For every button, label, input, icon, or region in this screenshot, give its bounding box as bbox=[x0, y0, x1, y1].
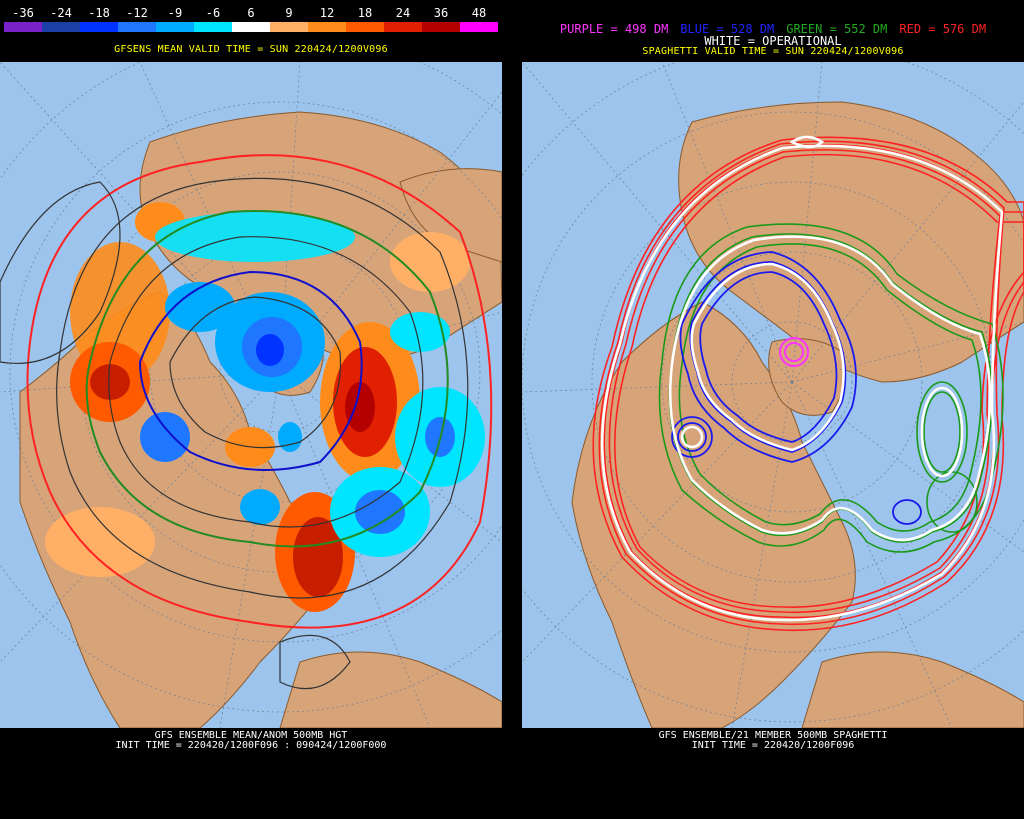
ensemble-mean-panel: -36 -24 -18 -12 -9 -6 6 9 12 18 24 36 48 GFSENS MEAN… bbox=[0, 0, 502, 819]
scale-labels: -36 -24 -18 -12 -9 -6 6 9 12 18 24 36 48 bbox=[4, 6, 498, 20]
legend-item: BLUE = 528 DM bbox=[680, 22, 775, 36]
scale-label: -36 bbox=[12, 6, 34, 20]
scale-label: -24 bbox=[50, 6, 72, 20]
green-552-contours bbox=[658, 223, 1004, 553]
right-valid-time: SPAGHETTI VALID TIME = SUN 220424/1200V0… bbox=[642, 46, 904, 57]
legend-item: GREEN = 552 DM bbox=[786, 22, 888, 36]
scale-label: 12 bbox=[319, 6, 335, 20]
scale-segment bbox=[346, 22, 384, 32]
left-footer-title: GFS ENSEMBLE MEAN/ANOM 500MB HGT bbox=[154, 730, 348, 741]
right-map-svg bbox=[522, 62, 1024, 728]
operational-legend: WHITE = OPERATIONAL bbox=[704, 34, 842, 48]
right-map bbox=[522, 62, 1024, 728]
purple-498-contours bbox=[779, 337, 809, 367]
left-valid-time: GFSENS MEAN VALID TIME = SUN 220424/1200… bbox=[114, 44, 388, 55]
scale-label: 36 bbox=[433, 6, 449, 20]
right-footer-title: GFS ENSEMBLE/21 MEMBER 500MB SPAGHETTI bbox=[658, 730, 888, 741]
scale-label: -6 bbox=[205, 6, 221, 20]
left-map bbox=[0, 62, 502, 728]
scale-bar bbox=[4, 22, 498, 32]
scale-segment bbox=[156, 22, 194, 32]
scale-label: 9 bbox=[285, 6, 293, 20]
left-footer-init: INIT TIME = 220420/1200F096 : 090424/120… bbox=[115, 740, 387, 751]
scale-segment bbox=[308, 22, 346, 32]
scale-segment bbox=[422, 22, 460, 32]
blue-528-contours bbox=[671, 251, 922, 525]
scale-segment bbox=[270, 22, 308, 32]
contour-legend: PURPLE = 498 DM BLUE = 528 DM GREEN = 552 … bbox=[522, 22, 1024, 36]
left-map-svg bbox=[0, 62, 502, 728]
negative-anomalies bbox=[140, 212, 485, 557]
scale-label: 6 bbox=[247, 6, 255, 20]
legend-item: PURPLE = 498 DM bbox=[559, 22, 669, 36]
scale-label: 24 bbox=[395, 6, 411, 20]
scale-segment bbox=[194, 22, 232, 32]
operational-contours bbox=[600, 135, 1004, 622]
scale-label: -12 bbox=[126, 6, 148, 20]
scale-segment bbox=[4, 22, 42, 32]
scale-label: -18 bbox=[88, 6, 110, 20]
scale-segment bbox=[384, 22, 422, 32]
scale-segment bbox=[118, 22, 156, 32]
spaghetti-panel: PURPLE = 498 DM BLUE = 528 DM GREEN = 552 … bbox=[522, 0, 1024, 819]
scale-label: 48 bbox=[471, 6, 487, 20]
scale-segment bbox=[460, 22, 498, 32]
anomaly-color-scale: -36 -24 -18 -12 -9 -6 6 9 12 18 24 36 48 bbox=[4, 6, 498, 36]
scale-label: 18 bbox=[357, 6, 373, 20]
scale-segment bbox=[232, 22, 270, 32]
height-contours bbox=[0, 154, 493, 690]
scale-segment bbox=[80, 22, 118, 32]
legend-item: RED = 576 DM bbox=[899, 22, 987, 36]
scale-label: -9 bbox=[167, 6, 183, 20]
right-footer-init: INIT TIME = 220420/1200F096 bbox=[691, 740, 855, 751]
scale-segment bbox=[42, 22, 80, 32]
